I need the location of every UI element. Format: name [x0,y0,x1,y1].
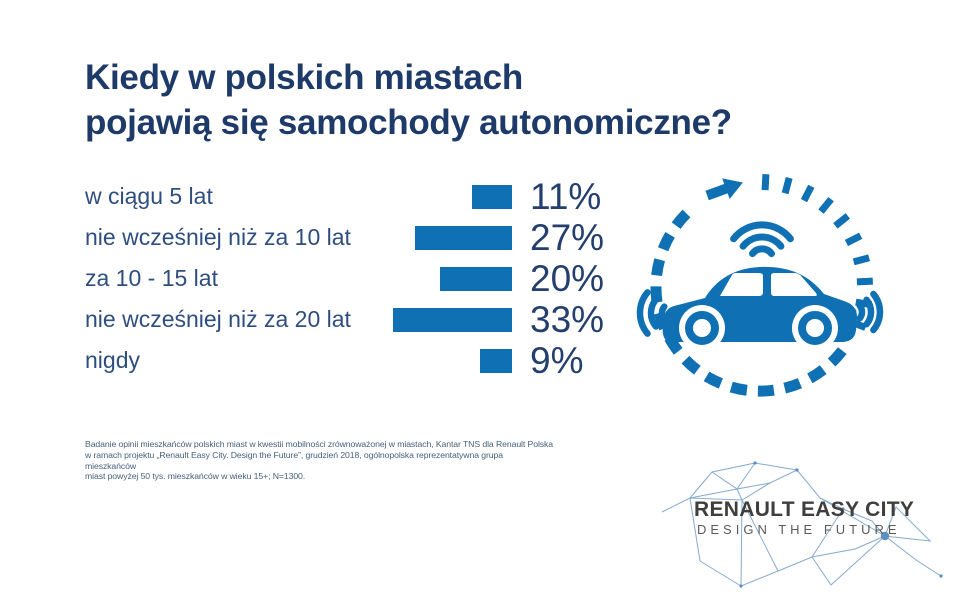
value-label: 11% [530,175,602,217]
car-rear-window [720,273,763,296]
bar-zone [385,225,512,250]
bar-zone [385,307,512,332]
page-title: Kiedy w polskich miastach pojawią się sa… [85,55,732,145]
category-label: nie wcześniej niż za 10 lat [85,224,351,250]
right-sensor-waves-icon [847,290,884,334]
chart-row: nigdy 9% [85,340,685,381]
logo-subtitle: DESIGN THE FUTURE [697,522,901,537]
chart-row: nie wcześniej niż za 10 lat 27% [85,217,685,258]
category-label: nie wcześniej niż za 20 lat [85,306,351,332]
footnote: Badanie opinii mieszkańców polskich mias… [85,439,555,482]
footnote-line1: Badanie opinii mieszkańców polskich mias… [85,439,553,449]
bar-chart: w ciągu 5 lat 11% nie wcześniej niż za 10 … [85,176,685,381]
car-front-window [771,273,817,296]
wifi-icon [730,221,794,258]
bar [440,266,512,291]
value-label: 27% [530,216,605,258]
category-label: w ciągu 5 lat [85,183,213,209]
footnote-line2: w ramach projektu „Renault Easy City. De… [85,449,503,471]
chart-row: za 10 - 15 lat 20% [85,258,685,299]
left-sensor-waves-icon [636,289,668,337]
bar [479,348,512,373]
category-label: za 10 - 15 lat [85,265,218,291]
category-label: nigdy [85,347,140,373]
value-label: 20% [530,257,605,299]
arrow-icon [705,178,743,201]
chart-row: nie wcześniej niż za 20 lat 33% [85,299,685,340]
value-label: 33% [530,298,605,340]
page-title-line2: pojawią się samochody autonomiczne? [85,103,732,142]
page-title-line1: Kiedy w polskich miastach [85,58,523,97]
dashed-circle [650,209,850,397]
autonomous-car-icon [636,174,884,397]
bar [393,307,512,332]
value-label: 9% [530,339,584,381]
chart-row: w ciągu 5 lat 11% [85,176,685,217]
footnote-line3: miast powyżej 50 tys. mieszkańców w wiek… [85,471,306,482]
network-graphic [661,461,943,588]
bar-zone [385,266,512,291]
bar-zone [385,184,512,209]
car-wheels [679,305,838,351]
bar [414,225,512,250]
bar-zone [385,348,512,373]
logo-title: RENAULT EASY CITY [694,498,915,521]
bar [472,184,512,209]
